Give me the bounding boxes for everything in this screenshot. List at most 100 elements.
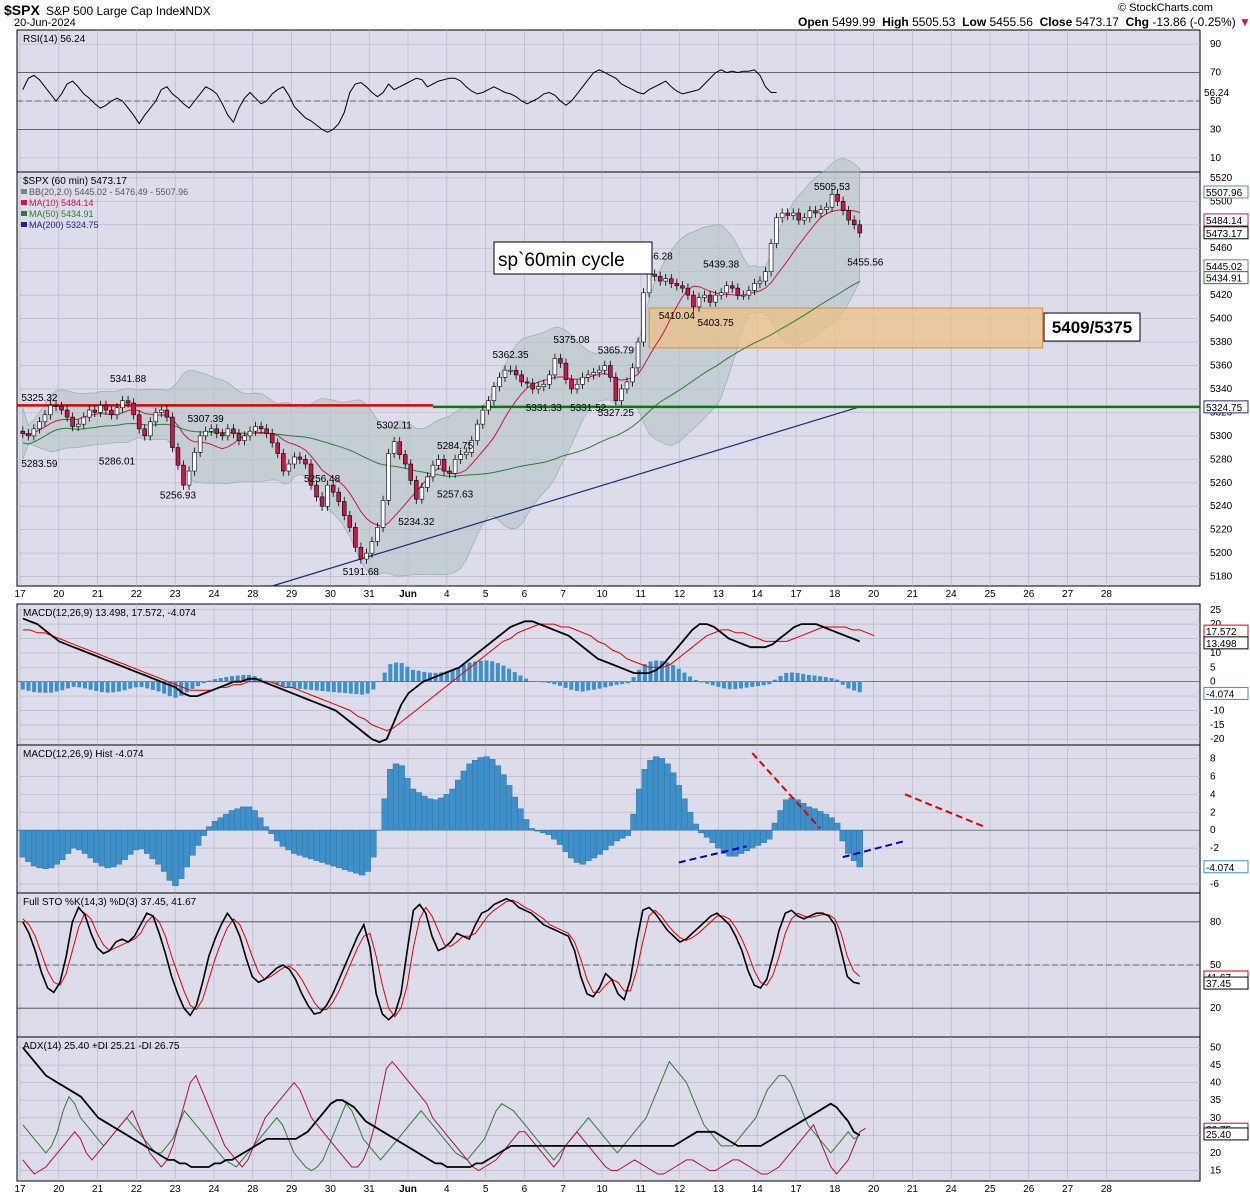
candle-body — [358, 546, 364, 560]
plus-di-line — [22, 1060, 860, 1172]
macd-hist-bar — [631, 677, 636, 682]
candle-body — [790, 212, 796, 216]
index-name-label: S&P 500 Large Cap Index — [46, 4, 186, 18]
hist-bar — [251, 810, 258, 831]
candle-body — [757, 280, 763, 284]
hist-bar — [692, 823, 699, 831]
hist-bar — [488, 759, 496, 831]
candle-body — [835, 193, 840, 202]
candle-body — [813, 210, 818, 214]
macd-hist-bar — [586, 681, 591, 691]
hist-bar — [353, 830, 360, 874]
adx-value-tag — [1203, 1127, 1249, 1141]
price-value-label: 5507.96 — [1206, 188, 1243, 199]
macd-hist-bar — [150, 681, 155, 690]
candle-body — [763, 271, 768, 282]
adx-x-tick-label: 7 — [560, 1184, 566, 1195]
macd-hist-bar — [840, 681, 845, 685]
candle-body — [175, 447, 181, 466]
hist-bar — [59, 830, 66, 861]
macd-hist-bar — [49, 681, 54, 693]
macd-hist-bar — [196, 681, 201, 687]
hist-bar — [240, 806, 247, 831]
macd-hist-bar — [235, 675, 240, 682]
macd-hist-bar — [835, 679, 840, 682]
hist-bar — [545, 830, 552, 835]
legend-label: MA(50) 5434.91 — [29, 209, 94, 219]
adx-x-tick-label: 18 — [829, 1184, 841, 1195]
hist-bar — [766, 830, 773, 840]
candle-body — [824, 206, 829, 210]
candle-body — [220, 433, 225, 437]
hist-bar — [268, 830, 275, 834]
candle-body — [120, 400, 125, 409]
candle-body — [524, 381, 530, 384]
hist-bar — [494, 765, 502, 831]
hist-bar — [132, 830, 140, 851]
macd-hist-bar — [286, 681, 291, 688]
candle-body — [26, 433, 31, 437]
hist-bar — [613, 830, 620, 842]
macd-hist-bar — [360, 681, 365, 695]
hist-bar — [607, 830, 615, 846]
price-x-tick-label: 7 — [560, 589, 566, 600]
symbol-label: $SPX — [4, 2, 40, 18]
candle-body — [608, 365, 613, 378]
rsi-y-tick-label: 90 — [1210, 39, 1222, 50]
hist-bar — [749, 830, 756, 849]
hist-bar — [511, 796, 518, 831]
candle-body — [851, 219, 857, 226]
macd-hist-bar — [529, 681, 534, 682]
candle-body — [818, 209, 824, 214]
adx-x-tick-label: 20 — [868, 1184, 880, 1195]
minus-di-line — [22, 1060, 866, 1175]
macd-hist-bar — [716, 681, 721, 687]
candle-body — [181, 464, 186, 486]
macd-hist-bar — [94, 681, 99, 692]
macd-hist-bar — [145, 681, 150, 689]
hist-bar — [98, 830, 106, 867]
price-y-tick-label: 5240 — [1210, 501, 1233, 512]
candle-body — [857, 224, 862, 234]
price-x-tick-label: 21 — [907, 589, 919, 600]
hist-bar — [839, 830, 846, 842]
exchange-label: INDX — [182, 4, 211, 18]
macd-hist-bar — [761, 681, 766, 686]
price-x-tick-label: 22 — [131, 589, 143, 600]
adx-y-tick-label: 40 — [1210, 1078, 1222, 1089]
watermark: © StockCharts.com — [1118, 2, 1213, 14]
macd-hist-bar — [778, 675, 783, 682]
hist-y-tick-label: 6 — [1210, 771, 1216, 782]
hist-bar — [850, 830, 858, 861]
legend-swatch — [21, 211, 27, 216]
hist-bar — [177, 830, 185, 879]
candle-body — [430, 464, 436, 478]
candle-body — [657, 276, 663, 282]
hist-bar — [528, 828, 535, 831]
macd-hist-bar — [603, 681, 608, 688]
hist-bar — [381, 798, 388, 831]
candle-body — [585, 374, 591, 378]
hist-bar — [409, 788, 417, 831]
price-annotation: 5446.28 — [637, 251, 674, 262]
macd-hist-bar — [167, 681, 172, 697]
price-value-label: 5445.02 — [1206, 262, 1243, 273]
candle-body — [619, 388, 624, 401]
price-annotation: 5375.08 — [553, 335, 590, 346]
adx-x-tick-label: 5 — [483, 1184, 489, 1195]
macd-hist-bar — [207, 680, 212, 682]
sto-y-tick-label: 80 — [1210, 917, 1222, 928]
macd-hist-bar — [128, 681, 133, 689]
macd-y-tick-label: 25 — [1210, 605, 1222, 616]
hist-bar — [421, 795, 428, 831]
candle-body — [491, 386, 497, 401]
hist-bar — [245, 806, 253, 831]
hist-bar — [274, 830, 281, 842]
hist-bar — [675, 785, 682, 831]
candle-body — [519, 374, 524, 383]
hist-bar — [392, 763, 400, 831]
macd-hist-bar — [676, 668, 681, 682]
price-value-tag — [1203, 271, 1249, 285]
price-x-tick-label: 24 — [946, 589, 958, 600]
candle-body — [552, 358, 558, 376]
